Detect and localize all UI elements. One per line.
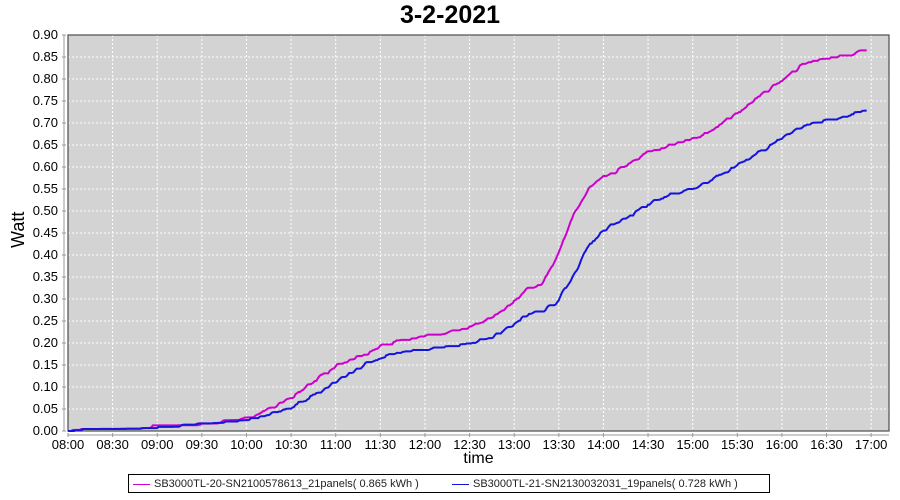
svg-text:0.10: 0.10 — [33, 379, 58, 394]
svg-text:0.60: 0.60 — [33, 159, 58, 174]
svg-text:0.15: 0.15 — [33, 357, 58, 372]
svg-text:0.75: 0.75 — [33, 93, 58, 108]
svg-text:0.40: 0.40 — [33, 247, 58, 262]
svg-text:0.35: 0.35 — [33, 269, 58, 284]
svg-text:0.30: 0.30 — [33, 291, 58, 306]
svg-text:0.00: 0.00 — [33, 423, 58, 438]
svg-text:0.70: 0.70 — [33, 115, 58, 130]
svg-text:0.80: 0.80 — [33, 71, 58, 86]
svg-text:0.20: 0.20 — [33, 335, 58, 350]
svg-text:0.85: 0.85 — [33, 49, 58, 64]
svg-text:0.45: 0.45 — [33, 225, 58, 240]
svg-text:0.50: 0.50 — [33, 203, 58, 218]
svg-text:0.05: 0.05 — [33, 401, 58, 416]
svg-text:0.25: 0.25 — [33, 313, 58, 328]
svg-text:0.65: 0.65 — [33, 137, 58, 152]
svg-text:0.55: 0.55 — [33, 181, 58, 196]
